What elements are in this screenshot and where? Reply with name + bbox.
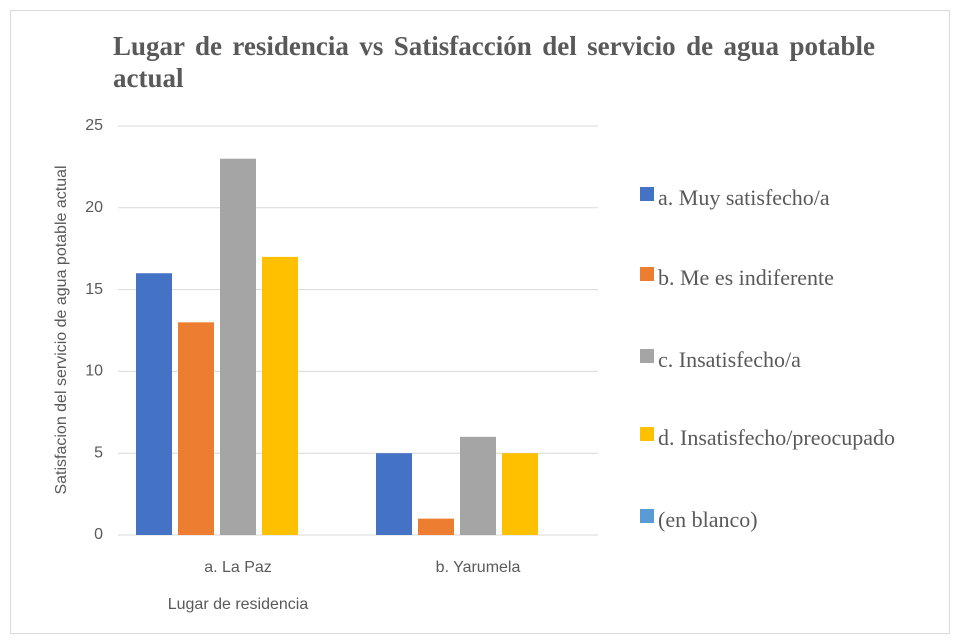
bar (418, 518, 454, 535)
x-axis-label: Lugar de residencia (168, 596, 309, 613)
legend-swatch (640, 187, 654, 201)
bar (220, 158, 256, 535)
bar (376, 453, 412, 535)
legend-swatch (640, 427, 654, 441)
y-tick-label: 25 (85, 117, 103, 134)
legend-item: c. Insatisfecho/a (640, 342, 913, 378)
chart-frame (10, 10, 950, 634)
legend-swatch (640, 267, 654, 281)
legend-label: b. Me es indiferente (658, 265, 834, 290)
y-tick-label: 5 (94, 444, 103, 461)
y-tick-label: 0 (94, 526, 103, 543)
bar (262, 256, 298, 535)
y-tick-label: 15 (85, 281, 103, 298)
legend-item: a. Muy satisfecho/a (640, 180, 913, 216)
legend-label: (en blanco) (658, 507, 758, 532)
legend-label: a. Muy satisfecho/a (658, 185, 830, 210)
legend-item: (en blanco) (640, 502, 913, 538)
legend-label: d. Insatisfecho/preocupado (658, 425, 896, 450)
y-axis-label: Satisfacion del servicio de agua potable… (53, 165, 70, 494)
legend-label: c. Insatisfecho/a (658, 347, 801, 372)
legend-swatch (640, 509, 654, 523)
bar (460, 436, 496, 535)
bar (136, 273, 172, 535)
y-tick-label: 10 (85, 363, 103, 380)
bar (502, 453, 538, 535)
bar (178, 322, 214, 535)
y-tick-label: 20 (85, 199, 103, 216)
legend-swatch (640, 349, 654, 363)
x-tick-label: a. La Paz (204, 559, 272, 576)
chart-title: Lugar de residencia vs Satisfacción del … (113, 31, 875, 93)
x-tick-label: b. Yarumela (436, 559, 521, 576)
legend-item: b. Me es indiferente (640, 260, 913, 296)
legend-item: d. Insatisfecho/preocupado (640, 420, 913, 456)
